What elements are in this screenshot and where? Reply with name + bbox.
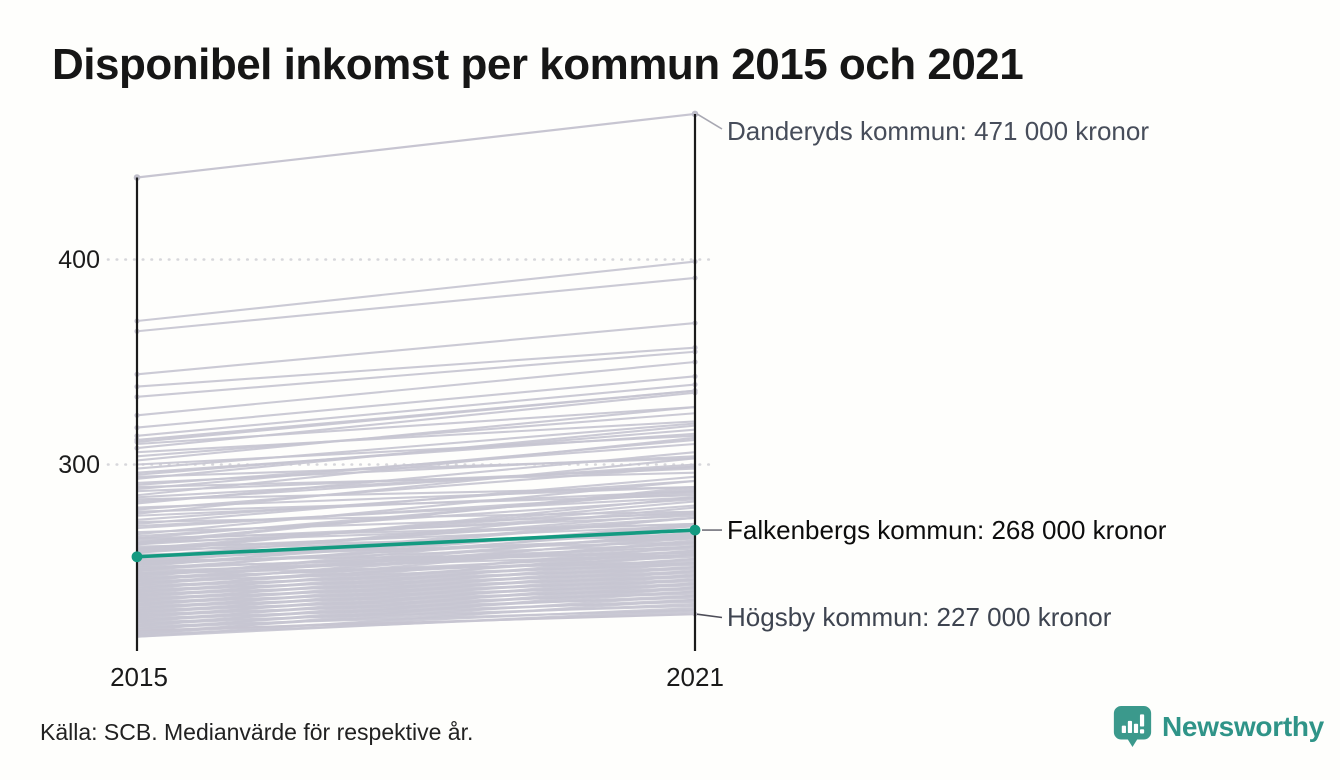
newsworthy-logo-text: Newsworthy bbox=[1162, 710, 1324, 742]
x-axis-label-2021: 2021 bbox=[666, 662, 724, 692]
annotation-falkenberg: Falkenbergs kommun: 268 000 kronor bbox=[727, 515, 1167, 545]
annotation-hogsby: Högsby kommun: 227 000 kronor bbox=[727, 602, 1112, 632]
newsworthy-chart-bubble-icon bbox=[1113, 706, 1152, 747]
annotation-danderyd: Danderyds kommun: 471 000 kronor bbox=[727, 116, 1150, 146]
source-note: Källa: SCB. Medianvärde för respektive å… bbox=[40, 719, 474, 745]
y-axis-tick-300: 300 bbox=[58, 451, 100, 479]
page-title: Disponibel inkomst per kommun 2015 och 2… bbox=[52, 40, 1024, 89]
y-axis-tick-400: 400 bbox=[58, 246, 100, 274]
x-axis-label-2015: 2015 bbox=[110, 662, 168, 692]
newsworthy-logo: Newsworthy bbox=[1112, 704, 1324, 749]
